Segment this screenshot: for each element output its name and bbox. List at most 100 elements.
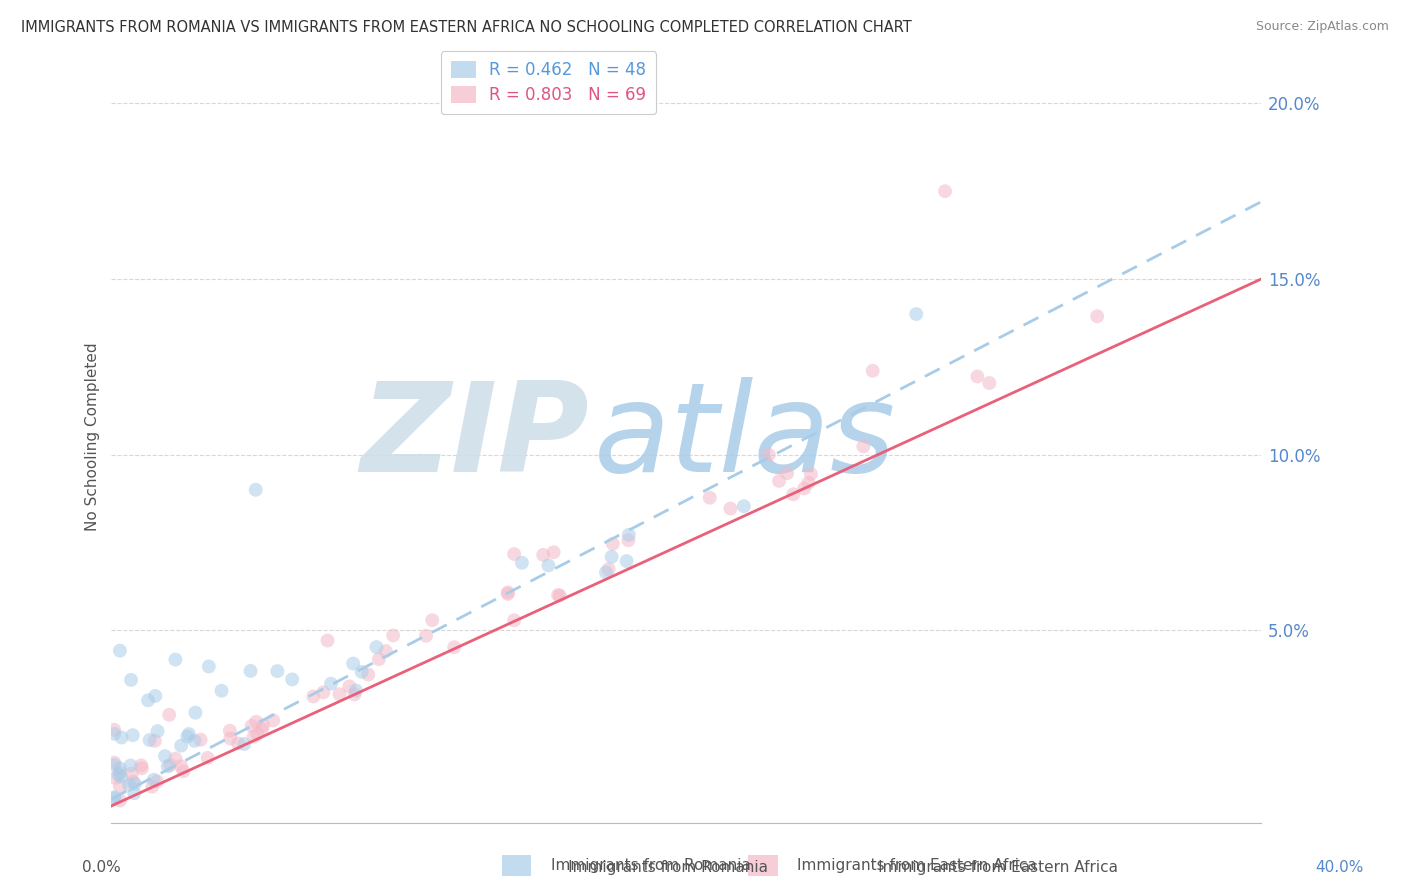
Point bbox=[153, 749, 176, 764]
Point bbox=[233, 737, 256, 751]
Point bbox=[862, 364, 884, 378]
Point bbox=[443, 640, 465, 655]
Point bbox=[103, 790, 125, 805]
Point bbox=[190, 732, 212, 747]
Point bbox=[548, 589, 571, 603]
Point bbox=[598, 562, 620, 576]
Point bbox=[337, 679, 360, 693]
Point bbox=[543, 545, 565, 559]
Point bbox=[165, 751, 187, 765]
Point bbox=[758, 448, 780, 462]
Point bbox=[170, 739, 193, 753]
Text: 0.0%: 0.0% bbox=[82, 860, 121, 874]
Point bbox=[768, 474, 790, 488]
Point bbox=[852, 439, 875, 453]
Point bbox=[316, 633, 339, 648]
Point bbox=[172, 764, 194, 779]
Point bbox=[103, 727, 125, 741]
Point bbox=[250, 722, 273, 736]
Point bbox=[252, 718, 274, 732]
Point bbox=[367, 652, 389, 666]
Point bbox=[328, 687, 350, 701]
Point bbox=[800, 467, 823, 481]
Point bbox=[165, 652, 187, 666]
Point bbox=[120, 758, 142, 772]
Point bbox=[979, 376, 1001, 390]
Point bbox=[170, 759, 193, 773]
Point bbox=[718, 501, 741, 516]
Point bbox=[219, 731, 242, 746]
Point bbox=[600, 549, 623, 564]
Point bbox=[157, 707, 180, 722]
Point bbox=[146, 724, 169, 739]
Point bbox=[211, 683, 233, 698]
Point bbox=[107, 768, 129, 782]
Point bbox=[146, 774, 169, 789]
Point bbox=[108, 765, 131, 780]
Point bbox=[343, 687, 366, 701]
Point bbox=[793, 482, 815, 496]
Point bbox=[602, 537, 624, 551]
Text: Immigrants from Eastern Africa: Immigrants from Eastern Africa bbox=[844, 860, 1118, 874]
Point bbox=[108, 794, 131, 808]
Point bbox=[245, 714, 267, 729]
Point bbox=[103, 723, 125, 737]
Point bbox=[319, 676, 342, 690]
Point bbox=[782, 487, 804, 501]
Point bbox=[141, 780, 163, 794]
Point bbox=[121, 728, 143, 742]
Point bbox=[281, 673, 304, 687]
Point bbox=[496, 585, 519, 599]
Point bbox=[240, 719, 263, 733]
Point bbox=[503, 613, 526, 627]
Point bbox=[382, 628, 405, 642]
Point bbox=[616, 554, 638, 568]
Point bbox=[262, 714, 284, 728]
Text: Source: ZipAtlas.com: Source: ZipAtlas.com bbox=[1256, 20, 1389, 33]
Point bbox=[218, 723, 240, 738]
Point bbox=[183, 734, 205, 748]
Text: Immigrants from Romania: Immigrants from Romania bbox=[534, 860, 768, 874]
Point bbox=[357, 667, 380, 681]
Point bbox=[966, 369, 988, 384]
Point bbox=[415, 629, 437, 643]
Point bbox=[776, 466, 799, 480]
Point bbox=[124, 777, 146, 791]
Text: IMMIGRANTS FROM ROMANIA VS IMMIGRANTS FROM EASTERN AFRICA NO SCHOOLING COMPLETED: IMMIGRANTS FROM ROMANIA VS IMMIGRANTS FR… bbox=[21, 20, 912, 35]
Point bbox=[699, 491, 721, 505]
Point bbox=[197, 659, 219, 673]
Y-axis label: No Schooling Completed: No Schooling Completed bbox=[86, 343, 100, 532]
Point bbox=[142, 772, 165, 787]
Text: Immigrants from Eastern Africa: Immigrants from Eastern Africa bbox=[797, 858, 1038, 872]
Point bbox=[537, 558, 560, 573]
Point bbox=[136, 693, 159, 707]
Point bbox=[374, 644, 396, 658]
Point bbox=[159, 758, 181, 772]
Point bbox=[547, 588, 569, 602]
Point bbox=[103, 758, 125, 772]
Point bbox=[1085, 310, 1108, 324]
Point bbox=[108, 761, 131, 775]
Point bbox=[905, 307, 928, 321]
Point bbox=[226, 736, 249, 750]
Point bbox=[595, 566, 617, 580]
Point bbox=[342, 657, 364, 671]
Point bbox=[120, 673, 142, 687]
Point bbox=[177, 727, 200, 741]
Point bbox=[122, 774, 145, 789]
Point bbox=[733, 499, 755, 513]
Point bbox=[312, 685, 335, 699]
Point bbox=[934, 184, 956, 198]
Point bbox=[510, 556, 533, 570]
Point bbox=[302, 690, 325, 704]
Point bbox=[617, 533, 640, 548]
Legend: R = 0.462   N = 48, R = 0.803   N = 69: R = 0.462 N = 48, R = 0.803 N = 69 bbox=[440, 51, 657, 114]
Point bbox=[108, 643, 131, 657]
Point bbox=[797, 475, 820, 490]
FancyBboxPatch shape bbox=[502, 855, 531, 876]
Point bbox=[121, 766, 143, 780]
Point bbox=[143, 689, 166, 703]
Point bbox=[103, 756, 125, 770]
Point bbox=[122, 786, 145, 800]
Point bbox=[344, 683, 367, 698]
